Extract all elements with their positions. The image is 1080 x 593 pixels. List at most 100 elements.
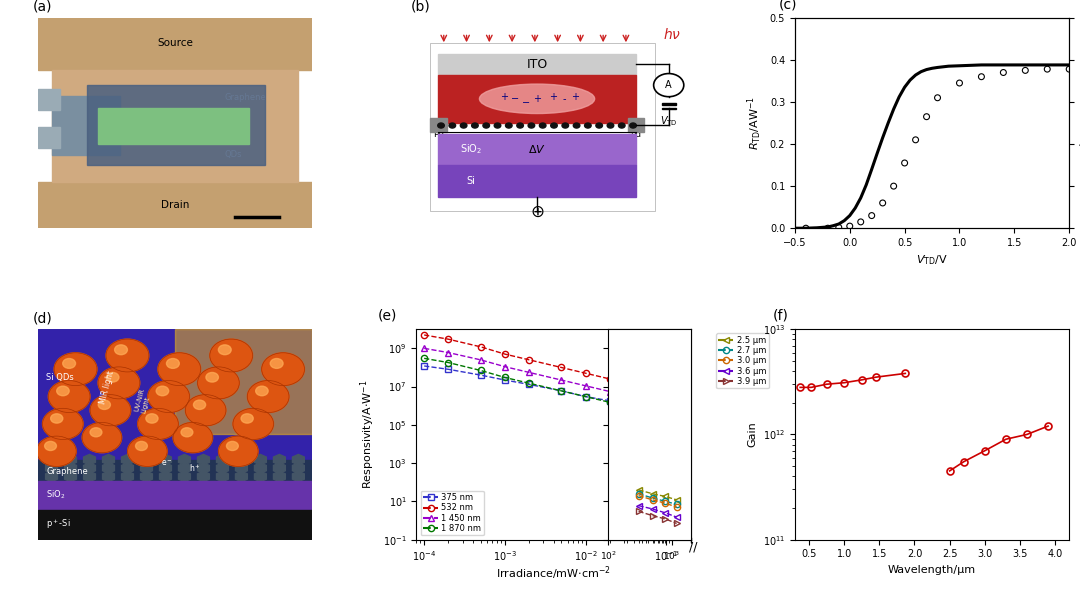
Point: [1039, 65, 1056, 74]
Point: [918, 112, 935, 122]
Text: (e): (e): [378, 309, 397, 323]
Circle shape: [98, 400, 110, 409]
Text: e$^-$: e$^-$: [161, 458, 173, 468]
Circle shape: [270, 359, 283, 368]
Circle shape: [42, 409, 83, 439]
532 nm: [498, 350, 511, 358]
Text: h$^+$: h$^+$: [189, 463, 201, 474]
Circle shape: [505, 123, 512, 128]
Circle shape: [619, 123, 625, 128]
532 nm: [474, 343, 487, 350]
Circle shape: [157, 386, 168, 396]
Circle shape: [573, 123, 580, 128]
Line: 1 870 nm: 1 870 nm: [421, 355, 670, 419]
Bar: [438, 133, 636, 165]
Circle shape: [472, 123, 478, 128]
Legend: 375 nm, 532 nm, 1 450 nm, 1 870 nm: 375 nm, 532 nm, 1 450 nm, 1 870 nm: [420, 491, 484, 535]
Circle shape: [596, 123, 603, 128]
Circle shape: [90, 428, 102, 437]
Circle shape: [51, 414, 63, 423]
Text: MIR light: MIR light: [98, 369, 116, 405]
Text: $V_\mathrm{TD}$: $V_\mathrm{TD}$: [660, 114, 677, 128]
375 nm: [474, 372, 487, 379]
Text: Source: Source: [157, 38, 193, 48]
Circle shape: [210, 339, 253, 372]
Text: V+: V+: [42, 94, 55, 103]
532 nm: [418, 331, 431, 339]
375 nm: [660, 410, 673, 417]
Circle shape: [218, 345, 231, 355]
375 nm: [635, 404, 648, 411]
375 nm: [555, 387, 568, 394]
Text: (c): (c): [779, 0, 797, 11]
Circle shape: [551, 123, 557, 128]
Circle shape: [539, 123, 546, 128]
1 870 nm: [474, 367, 487, 374]
1 450 nm: [523, 369, 536, 376]
Circle shape: [135, 441, 147, 451]
532 nm: [442, 336, 455, 343]
375 nm: [523, 381, 536, 388]
Text: +: +: [550, 92, 557, 101]
532 nm: [604, 375, 617, 382]
Bar: [627, 118, 644, 132]
Circle shape: [82, 422, 122, 452]
Text: SiO$_2$: SiO$_2$: [46, 489, 66, 501]
Bar: [438, 165, 636, 197]
Circle shape: [54, 353, 97, 385]
Point: [863, 211, 880, 221]
Text: −: −: [511, 94, 519, 104]
Circle shape: [186, 395, 226, 426]
Point: [1016, 66, 1034, 75]
1 450 nm: [635, 396, 648, 403]
Circle shape: [193, 400, 205, 409]
Point: [885, 181, 902, 191]
532 nm: [555, 364, 568, 371]
Bar: [38, 460, 312, 481]
Circle shape: [127, 436, 167, 467]
532 nm: [660, 389, 673, 396]
Circle shape: [630, 123, 636, 128]
Circle shape: [528, 123, 535, 128]
Bar: [438, 53, 636, 75]
Point: [874, 198, 891, 208]
Text: Graphene: Graphene: [225, 93, 266, 102]
1 450 nm: [418, 345, 431, 352]
Y-axis label: Responsivity/A$\cdot$W$^{-1}$: Responsivity/A$\cdot$W$^{-1}$: [359, 380, 377, 489]
Text: +: +: [571, 92, 580, 101]
Ellipse shape: [480, 84, 595, 113]
Text: A: A: [665, 80, 672, 90]
Point: [852, 217, 869, 227]
Circle shape: [198, 367, 240, 399]
Bar: [38, 127, 59, 148]
Circle shape: [158, 353, 201, 385]
Text: $\Delta V$: $\Delta V$: [528, 144, 546, 155]
Bar: [430, 43, 654, 211]
Line: 375 nm: 375 nm: [421, 363, 670, 416]
Text: +: +: [500, 92, 508, 101]
Text: p$^+$-Si: p$^+$-Si: [46, 517, 71, 531]
Circle shape: [460, 123, 467, 128]
Bar: [52, 95, 120, 155]
532 nm: [579, 369, 592, 377]
Point: [995, 68, 1012, 77]
375 nm: [579, 393, 592, 400]
1 450 nm: [555, 377, 568, 384]
Circle shape: [148, 381, 189, 413]
Circle shape: [483, 123, 489, 128]
Text: (b): (b): [410, 0, 431, 14]
Circle shape: [206, 372, 218, 382]
1 870 nm: [635, 406, 648, 413]
Circle shape: [138, 409, 178, 439]
Circle shape: [107, 372, 119, 382]
Y-axis label: Gain: Gain: [747, 422, 757, 447]
1 450 nm: [442, 349, 455, 356]
Circle shape: [218, 436, 258, 467]
Bar: [430, 118, 446, 132]
Circle shape: [227, 441, 239, 451]
Point: [950, 78, 968, 88]
Bar: [38, 182, 312, 228]
Text: -: -: [563, 94, 566, 104]
Bar: [662, 103, 676, 105]
Line: 1 450 nm: 1 450 nm: [421, 345, 670, 408]
